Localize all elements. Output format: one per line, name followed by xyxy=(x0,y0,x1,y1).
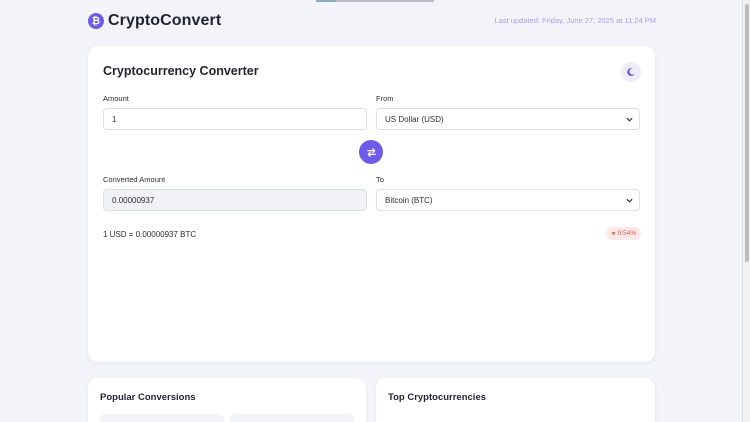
exchange-rate-text: 1 USD = 0.00000937 BTC xyxy=(103,230,197,239)
from-currency-select[interactable]: US Dollar (USD) xyxy=(376,108,640,130)
converter-title: Cryptocurrency Converter xyxy=(103,64,259,78)
converted-amount-output: 0.00000937 xyxy=(103,189,367,211)
price-history-chart: 9.0000000E-69.1000000E-69.2000000E-69.30… xyxy=(88,246,655,356)
theme-toggle-button[interactable] xyxy=(621,62,641,82)
chevron-down-icon xyxy=(626,117,633,122)
brand-name[interactable]: CryptoConvert xyxy=(108,12,222,29)
converted-amount-value: 0.00000937 xyxy=(112,195,155,205)
browser-tab-strip xyxy=(316,0,434,2)
chevron-down-icon xyxy=(626,198,633,203)
converter-card: Cryptocurrency Converter Amount 1 From U… xyxy=(88,46,655,362)
last-updated-text: Last updated: Friday, June 27, 2025 at 1… xyxy=(494,16,657,25)
amount-input[interactable]: 1 xyxy=(103,108,367,130)
app-header: ₿ CryptoConvert Last updated: Friday, Ju… xyxy=(88,12,658,32)
amount-value: 1 xyxy=(112,114,117,124)
price-change-value: 0.54% xyxy=(617,230,636,237)
caret-down-icon xyxy=(610,232,616,236)
bitcoin-logo-icon: ₿ xyxy=(88,13,104,29)
from-label: From xyxy=(376,94,394,103)
to-currency-select[interactable]: Bitcoin (BTC) xyxy=(376,189,640,211)
to-currency-value: Bitcoin (BTC) xyxy=(385,195,433,205)
top-cryptocurrencies-card: Top Cryptocurrencies xyxy=(376,378,655,422)
swap-arrows-icon xyxy=(366,147,376,157)
to-label: To xyxy=(376,175,384,184)
popular-conversion-tile[interactable] xyxy=(230,414,354,422)
price-change-badge: 0.54% xyxy=(605,227,641,240)
moon-icon xyxy=(627,67,635,76)
popular-conversion-tile[interactable] xyxy=(100,414,224,422)
converted-amount-label: Converted Amount xyxy=(103,175,166,184)
popular-conversions-card: Popular Conversions xyxy=(88,378,366,422)
top-cryptocurrencies-title: Top Cryptocurrencies xyxy=(388,392,487,403)
amount-label: Amount xyxy=(103,94,129,103)
popular-conversions-title: Popular Conversions xyxy=(100,392,196,403)
page-scrollbar[interactable] xyxy=(742,0,750,422)
swap-button[interactable] xyxy=(359,140,383,164)
from-currency-value: US Dollar (USD) xyxy=(385,114,444,124)
scrollbar-thumb[interactable] xyxy=(745,4,749,262)
